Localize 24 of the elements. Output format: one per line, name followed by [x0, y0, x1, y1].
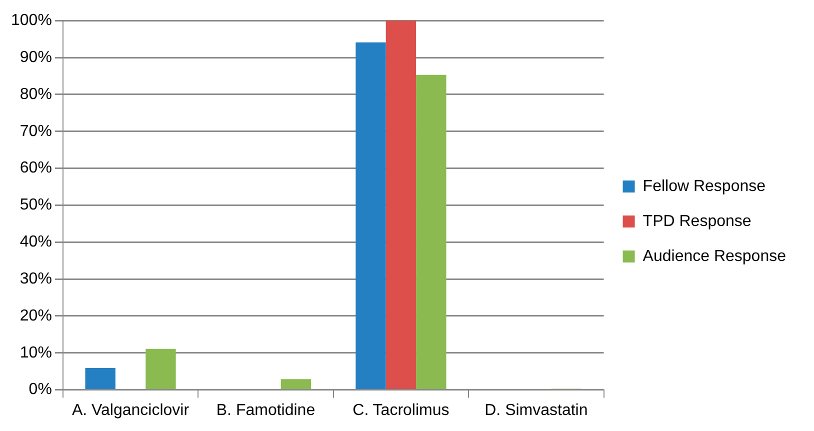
- y-tick-label: 50%: [20, 196, 52, 214]
- x-tick-label: A. Valganciclovir: [72, 402, 190, 419]
- y-tick-label: 60%: [20, 160, 52, 177]
- y-tick-label: 100%: [11, 12, 52, 30]
- x-tick-label: D. Simvastatin: [484, 402, 588, 419]
- bar: [280, 379, 312, 390]
- y-tick-label: 40%: [20, 234, 52, 251]
- y-tick-label: 20%: [20, 307, 52, 324]
- y-tick-label: 0%: [28, 381, 52, 398]
- legend-label: Fellow Response: [642, 178, 766, 195]
- bar: [386, 20, 416, 390]
- y-tick-label: 80%: [20, 86, 52, 103]
- legend-label: TPD Response: [642, 212, 752, 230]
- y-tick-label: 30%: [20, 270, 52, 288]
- x-tick-label: C. Tacrolimus: [352, 402, 450, 419]
- bar: [356, 42, 386, 390]
- y-tick-label: 10%: [20, 344, 52, 362]
- legend-label: Audience Response: [642, 248, 786, 265]
- bar: [146, 348, 176, 390]
- y-tick-label: 90%: [20, 48, 52, 66]
- bar: [85, 368, 116, 390]
- x-tick-label: B. Famotidine: [216, 402, 316, 419]
- y-tick-label: 70%: [20, 122, 52, 140]
- bar: [416, 74, 446, 390]
